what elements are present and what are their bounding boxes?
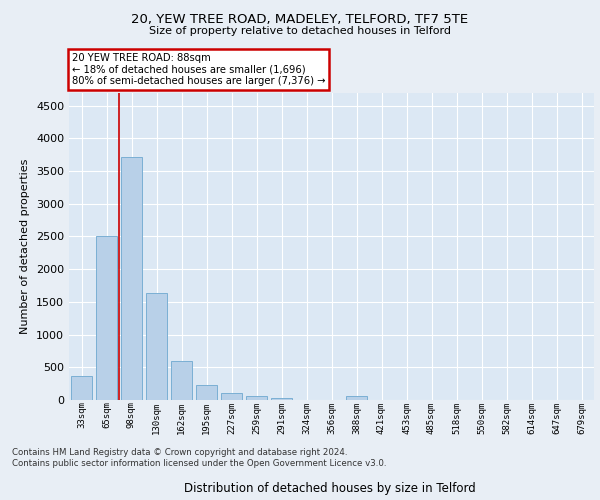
Bar (71, 376, 92, 400)
Text: Distribution of detached houses by size in Telford: Distribution of detached houses by size … (184, 482, 476, 495)
Bar (271, 398, 292, 400)
Text: 20, YEW TREE ROAD, MADELEY, TELFORD, TF7 5TE: 20, YEW TREE ROAD, MADELEY, TELFORD, TF7… (131, 12, 469, 26)
Bar (96, 236, 117, 400)
Bar (346, 396, 367, 400)
Text: 20 YEW TREE ROAD: 88sqm
← 18% of detached houses are smaller (1,696)
80% of semi: 20 YEW TREE ROAD: 88sqm ← 18% of detache… (71, 53, 325, 86)
Bar (246, 396, 267, 400)
Text: Size of property relative to detached houses in Telford: Size of property relative to detached ho… (149, 26, 451, 36)
Bar (121, 156, 142, 400)
Bar (196, 386, 217, 400)
Bar (146, 294, 167, 400)
Text: Contains HM Land Registry data © Crown copyright and database right 2024.
Contai: Contains HM Land Registry data © Crown c… (12, 448, 386, 468)
Bar (221, 393, 242, 400)
Bar (171, 362, 192, 400)
Y-axis label: Number of detached properties: Number of detached properties (20, 158, 31, 334)
